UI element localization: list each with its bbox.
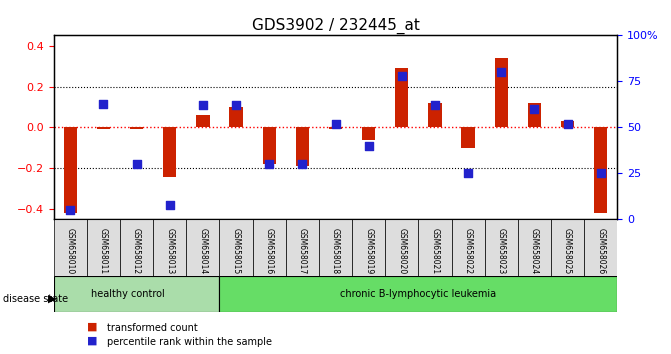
Point [132,161,142,167]
Bar [561,121,574,127]
Point [197,103,208,108]
FancyBboxPatch shape [518,219,551,276]
FancyBboxPatch shape [120,219,153,276]
Text: ■: ■ [87,335,98,346]
Text: GSM658023: GSM658023 [497,228,506,274]
Point [330,121,341,127]
FancyBboxPatch shape [385,219,419,276]
Text: GSM658016: GSM658016 [264,228,274,274]
Text: GSM658024: GSM658024 [530,228,539,274]
Title: GDS3902 / 232445_at: GDS3902 / 232445_at [252,18,419,34]
Bar [196,115,209,127]
Point [562,121,573,127]
Text: GSM658018: GSM658018 [331,228,340,274]
Point [98,101,109,106]
Text: GSM658012: GSM658012 [132,228,141,274]
FancyBboxPatch shape [419,219,452,276]
FancyBboxPatch shape [286,219,319,276]
Bar [262,127,276,164]
Text: percentile rank within the sample: percentile rank within the sample [107,337,272,347]
Bar [528,103,541,127]
Text: GSM658017: GSM658017 [298,228,307,274]
Bar [428,103,442,127]
Text: chronic B-lymphocytic leukemia: chronic B-lymphocytic leukemia [340,289,497,299]
FancyBboxPatch shape [551,219,584,276]
Text: ■: ■ [87,321,98,331]
Text: GSM658022: GSM658022 [464,228,472,274]
FancyBboxPatch shape [219,219,252,276]
Text: GSM658013: GSM658013 [165,228,174,274]
Point [164,202,175,207]
FancyBboxPatch shape [584,219,617,276]
Bar [594,127,607,213]
FancyBboxPatch shape [319,219,352,276]
Text: GSM658020: GSM658020 [397,228,407,274]
FancyBboxPatch shape [87,219,120,276]
Text: ▶: ▶ [48,294,57,304]
FancyBboxPatch shape [153,219,187,276]
Text: GSM658010: GSM658010 [66,228,74,274]
Text: GSM658011: GSM658011 [99,228,108,274]
Point [363,143,374,149]
Bar [462,127,475,148]
FancyBboxPatch shape [352,219,385,276]
Point [463,171,474,176]
Bar [130,127,143,130]
Text: transformed count: transformed count [107,323,198,333]
Bar [296,127,309,166]
Bar [97,127,110,130]
Text: GSM658025: GSM658025 [563,228,572,274]
Text: GSM658019: GSM658019 [364,228,373,274]
Bar [329,127,342,130]
Point [429,103,440,108]
Bar [495,58,508,127]
FancyBboxPatch shape [484,219,518,276]
Text: GSM658015: GSM658015 [231,228,240,274]
Bar [64,127,77,213]
FancyBboxPatch shape [452,219,484,276]
Text: healthy control: healthy control [91,289,165,299]
Point [65,207,76,213]
Bar [362,127,375,140]
FancyBboxPatch shape [219,276,617,312]
FancyBboxPatch shape [54,219,87,276]
Point [264,161,274,167]
Point [231,103,242,108]
FancyBboxPatch shape [54,276,219,312]
Point [529,106,539,112]
Text: disease state: disease state [3,294,68,304]
Point [397,73,407,79]
Text: GSM658026: GSM658026 [597,228,605,274]
FancyBboxPatch shape [187,219,219,276]
Point [595,171,606,176]
Point [496,69,507,75]
Bar [395,68,409,127]
Text: GSM658014: GSM658014 [199,228,207,274]
FancyBboxPatch shape [252,219,286,276]
Text: GSM658021: GSM658021 [431,228,440,274]
Point [297,161,308,167]
Bar [163,127,176,177]
Bar [229,107,243,127]
